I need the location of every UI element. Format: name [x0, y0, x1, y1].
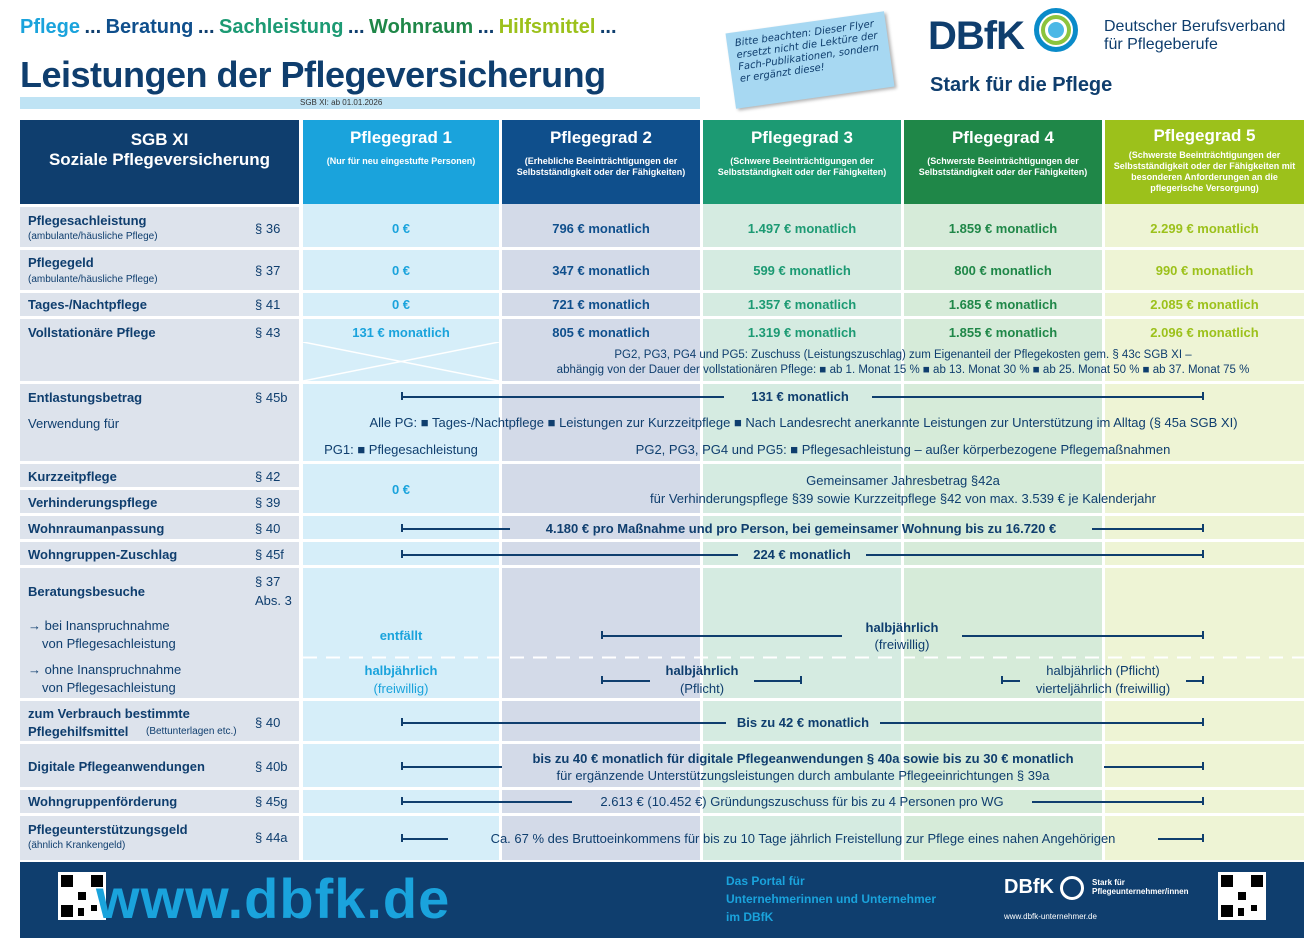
entlastung-pg2-5: PG2, PG3, PG4 und PG5: ■ Pflegesachleist…: [635, 442, 1171, 457]
header-pg4: Pflegegrad 4 (Schwerste Beeinträchtigunge…: [904, 120, 1102, 204]
wohngruppenfoerderung-value: 2.613 € (10.452 €) Gründungszuschuss für…: [600, 794, 1004, 809]
header-pg5: Pflegegrad 5 (Schwerste Beeinträchtigunge…: [1105, 120, 1304, 204]
logo-ring-icon: [1034, 8, 1078, 52]
beratung-mit-note: (freiwillig): [874, 637, 930, 652]
value-pg5: 2.299 € monatlich: [1150, 221, 1259, 236]
page-title: Leistungen der Pflegeversicherung: [20, 54, 606, 95]
dbfk-logo[interactable]: DBfK: [928, 14, 1025, 58]
logo-dot-icon: [1048, 22, 1064, 38]
value-pg2: 721 € monatlich: [552, 297, 650, 312]
qr-code-right[interactable]: [1218, 872, 1266, 920]
entlastungsbetrag-value: 131 € monatlich: [751, 389, 849, 404]
kurzzeit-pg1-value: 0 €: [391, 482, 411, 497]
dashed-divider: [303, 656, 1304, 659]
beratung-pg1-ohne-note: (freiwillig): [373, 681, 429, 696]
row-label-digitale-pflegeanwendungen: Digitale Pflegeanwendungen § 40b: [20, 744, 299, 787]
header-pg3: Pflegegrad 3 (Schwere Beeinträchtigungen …: [703, 120, 901, 204]
value-pg4: 1.685 € monatlich: [948, 297, 1058, 312]
validity-date: SGB XI: ab 01.01.2026: [300, 98, 383, 107]
footer-dbfk-logo[interactable]: DBfK: [1004, 876, 1054, 898]
entlastung-pg1: PG1: ■ Pflegesachleistung: [324, 442, 478, 457]
row-label-wohngruppen-zuschlag: Wohngruppen-Zuschlag § 45f: [20, 542, 299, 565]
row-label-wohnraumanpassung: Wohnraumanpassung § 40: [20, 516, 299, 539]
value-pg2: 805 € monatlich: [552, 325, 650, 340]
row-label-wohngruppenfoerderung: Wohngruppenförderung § 45g: [20, 790, 299, 813]
slogan: Stark für die Pflege: [930, 74, 1113, 96]
header-sgb: SGB XI Soziale Pflegeversicherung: [20, 120, 299, 204]
value-pg4: 800 € monatlich: [954, 263, 1052, 278]
entlastung-alle-pg: Alle PG: ■ Tages-/Nachtpflege ■ Leistung…: [369, 415, 1238, 430]
value-pg5: 2.085 € monatlich: [1150, 297, 1259, 312]
pflegeunterstuetzungsgeld-value: Ca. 67 % des Bruttoeinkommens für bis zu…: [490, 831, 1116, 846]
value-pg5: 990 € monatlich: [1155, 263, 1254, 278]
footer-logo-ring-icon: [1060, 876, 1084, 900]
tagline: Pflege ... Beratung ... Sachleistung ...…: [20, 16, 617, 38]
cross-out-cell: [303, 342, 499, 381]
beratung-pg1-mit: entfällt: [379, 628, 423, 643]
pg5-column-bg: [1105, 204, 1304, 860]
logo-ring-inner-icon: [1041, 15, 1071, 45]
sticky-note: Bitte beachten: Dieser Flyer ersetzt nic…: [725, 11, 895, 109]
wohnraumanpassung-value: 4.180 € pro Maßnahme und pro Person, bei…: [545, 521, 1057, 536]
vollstationaer-zuschuss-note: PG2, PG3, PG4 und PG5: Zuschuss (Leistun…: [556, 349, 1250, 376]
org-name: Deutscher Berufsverband für Pflegeberufe: [1104, 18, 1286, 53]
beratung-pg23-note: (Pflicht): [679, 681, 725, 696]
pflegehilfsmittel-value: Bis zu 42 € monatlich: [736, 715, 870, 730]
footer-site[interactable]: www.dbfk-unternehmer.de: [1004, 912, 1097, 921]
pg1-column-bg: [303, 204, 499, 860]
row-label-verhinderungspflege: Verhinderungspflege § 39: [20, 490, 299, 513]
beratung-pg1-ohne: halbjährlich: [364, 663, 438, 678]
digitale-pflegeanwendungen-text: bis zu 40 € monatlich für digitale Pfleg…: [532, 751, 1074, 783]
value-pg2: 347 € monatlich: [552, 263, 650, 278]
wohngruppen-zuschlag-value: 224 € monatlich: [753, 547, 851, 562]
title-underline: [20, 97, 700, 109]
row-label-tagespflege: Tages-/Nachtpflege § 41: [20, 293, 299, 316]
row-label-pflegesachleistung: Pflegesachleistung (ambulante/häusliche P…: [20, 207, 299, 247]
footer-logo-sub: Stark für Pflegeunternehmer/innen: [1092, 878, 1189, 896]
value-pg1: 0 €: [391, 221, 411, 236]
beratung-mit-value: halbjährlich: [865, 620, 939, 635]
value-pg3: 1.357 € monatlich: [747, 297, 857, 312]
beratung-pg45-line1: halbjährlich (Pflicht): [1046, 663, 1160, 678]
footer: [20, 862, 1304, 938]
value-pg1: 131 € monatlich: [352, 325, 450, 340]
row-label-beratungsbesuche: Beratungsbesuche § 37 Abs. 3 → bei Inansp…: [20, 568, 299, 698]
website-url[interactable]: www.dbfk.de: [96, 867, 451, 930]
beratung-pg23-value: halbjährlich: [665, 663, 739, 678]
qr-code-left[interactable]: [58, 872, 106, 920]
row-label-entlastungsbetrag: Entlastungsbetrag § 45b Verwendung für: [20, 384, 299, 461]
value-pg3: 599 € monatlich: [753, 263, 851, 278]
pg4-column-bg: [904, 204, 1102, 860]
value-pg4: 1.859 € monatlich: [948, 221, 1058, 236]
kurzzeit-verhinderung-text: Gemeinsamer Jahresbetrag §42a für Verhind…: [650, 473, 1156, 506]
row-label-pflegehilfsmittel: zum Verbrauch bestimmte Pflegehilfsmitte…: [20, 701, 299, 741]
header-pg2: Pflegegrad 2 (Erhebliche Beeinträchtigung…: [502, 120, 700, 204]
beratung-pg45-line2: vierteljährlich (freiwillig): [1035, 681, 1171, 696]
pg3-column-bg: [703, 204, 901, 860]
row-label-vollstationaer: Vollstationäre Pflege § 43: [20, 319, 299, 381]
portal-text: Das Portal für Unternehmerinnen und Unter…: [726, 874, 937, 924]
value-pg5: 2.096 € monatlich: [1150, 325, 1259, 340]
value-pg4: 1.855 € monatlich: [948, 325, 1058, 340]
value-pg3: 1.319 € monatlich: [747, 325, 857, 340]
row-label-pflegegeld: Pflegegeld (ambulante/häusliche Pflege) § …: [20, 250, 299, 290]
value-pg1: 0 €: [391, 263, 411, 278]
pg2-column-bg: [502, 204, 700, 860]
row-label-kurzzeitpflege: Kurzzeitpflege § 42: [20, 464, 299, 487]
value-pg2: 796 € monatlich: [552, 221, 650, 236]
row-label-pflegeunterstuetzungsgeld: Pflegeunterstützungsgeld (ähnlich Kranken…: [20, 816, 299, 860]
value-pg1: 0 €: [391, 297, 411, 312]
value-pg3: 1.497 € monatlich: [747, 221, 857, 236]
header-pg1: Pflegegrad 1 (Nur für neu eingestufte Per…: [303, 120, 499, 204]
